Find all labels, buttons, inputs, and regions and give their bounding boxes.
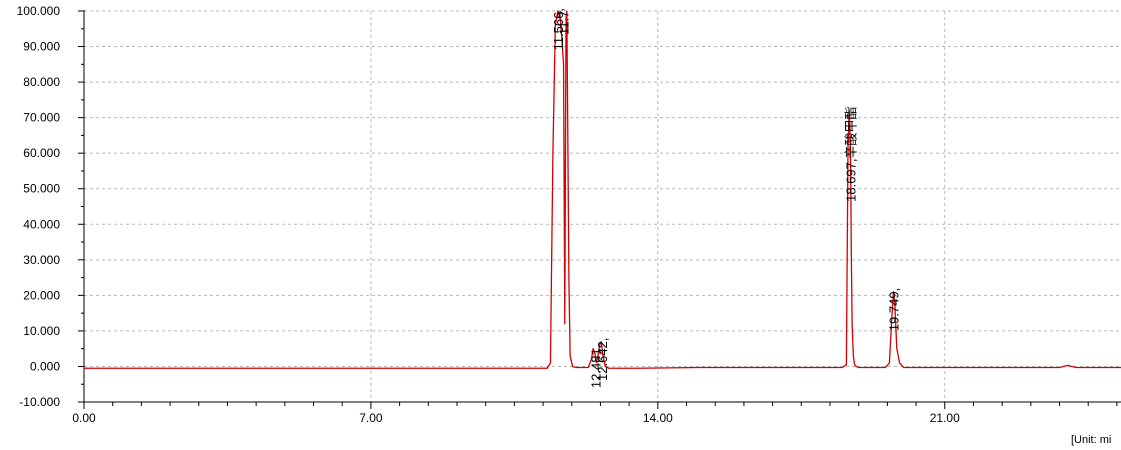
y-tick-label: 60.000	[23, 146, 60, 160]
grid-lines	[84, 10, 1121, 402]
y-tick-label: 50.000	[23, 182, 60, 196]
peak-label: 19.749,	[887, 288, 902, 331]
y-tick-label: 20.000	[23, 288, 60, 302]
peak-labels: 11.566,11.7 12.481,12.642, 18.697,辛酸甲酯 19.7…	[551, 8, 901, 388]
axis-ticks: 100.000 90.000 80.000 70.000 60.000 50.000 40.…	[17, 4, 960, 425]
peak-label: 12.481,	[589, 345, 604, 388]
x-tick-label: 21.00	[930, 411, 960, 425]
y-tick-label: 90.000	[23, 40, 60, 54]
series-layer	[84, 10, 1121, 369]
peak-label: 18.697,辛酸甲酯	[843, 107, 858, 202]
y-tick-label: 80.000	[23, 75, 60, 89]
x-tick-label: 14.00	[643, 411, 673, 425]
x-tick-label: 7.00	[359, 411, 383, 425]
x-tick-label: 0.00	[72, 411, 96, 425]
series-line	[84, 10, 1121, 369]
axes	[78, 10, 1121, 409]
y-tick-label: 100.000	[17, 4, 61, 18]
y-tick-label: 0.000	[30, 359, 60, 373]
y-tick-label: -10.000	[19, 395, 60, 409]
y-tick-label: 10.000	[23, 324, 60, 338]
y-tick-label: 70.000	[23, 111, 60, 125]
peak-label: 11.566,	[551, 8, 566, 50]
y-tick-label: 30.000	[23, 253, 60, 267]
peak-label: 12.642,	[595, 338, 610, 381]
unit-label: [Unit: mi	[1071, 434, 1111, 446]
y-tick-label: 40.000	[23, 217, 60, 231]
peak-label: 11.7	[557, 11, 572, 35]
